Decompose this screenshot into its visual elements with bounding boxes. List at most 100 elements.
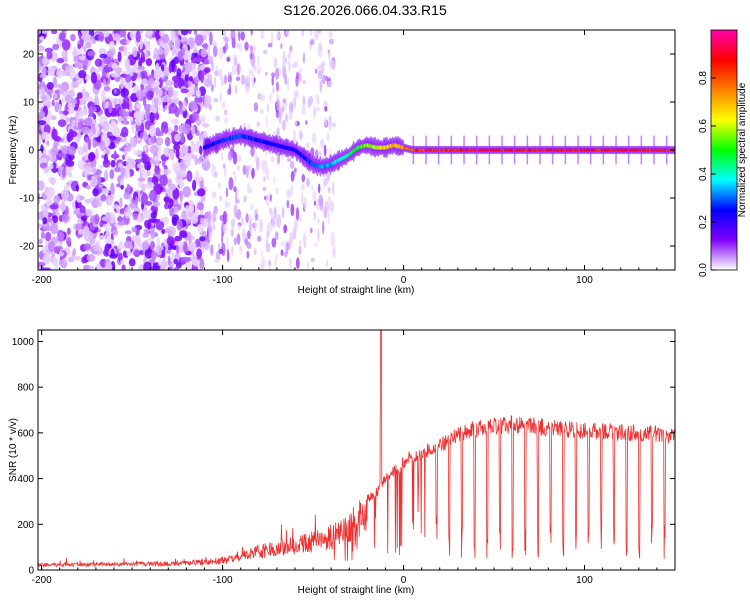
spectrogram-cell xyxy=(180,132,185,144)
spectrogram-cell xyxy=(154,137,164,146)
spectrogram-cell xyxy=(173,143,181,151)
spectrogram-cell xyxy=(140,156,148,163)
spectrogram-cell xyxy=(314,242,318,247)
spectrogram-cell xyxy=(181,256,190,263)
spectrogram-cell xyxy=(95,142,101,147)
spectrogram-cell xyxy=(92,127,96,135)
spectrogram-cell xyxy=(157,89,163,98)
spectrogram-cell xyxy=(38,261,46,268)
spectrogram-cell xyxy=(195,89,201,98)
spectrogram-cell xyxy=(67,102,73,110)
colorbar-tick-label: 0.8 xyxy=(698,71,709,85)
spectrogram-cell xyxy=(332,122,336,128)
spectrogram-cell xyxy=(256,68,261,75)
spectrogram-cell xyxy=(104,212,112,224)
spectrogram-cell xyxy=(324,105,328,112)
spectrogram-cell xyxy=(158,77,163,89)
spectrogram-cell xyxy=(271,72,276,78)
spectrogram-cell xyxy=(281,206,285,219)
spectrogram-cell xyxy=(191,215,199,224)
spectrogram-cell xyxy=(50,224,59,235)
spectrogram-cell xyxy=(69,90,73,95)
spectrogram-cell xyxy=(211,83,214,92)
spectrogram-cell xyxy=(58,251,64,257)
spectrogram-cell xyxy=(84,42,92,49)
spectrogram-cell xyxy=(78,109,85,118)
spectrogram-cell xyxy=(107,197,113,206)
spectrogram-cell xyxy=(71,119,76,128)
spectrogram-cell xyxy=(228,177,234,191)
spectrogram-cell xyxy=(323,100,328,107)
spectrogram-cell xyxy=(117,221,126,226)
spectrogram-cell xyxy=(169,207,175,217)
spectrogram-cell xyxy=(184,157,191,167)
spectrogram-cell xyxy=(241,228,247,240)
spectrogram-cell xyxy=(54,101,60,113)
spectrogram-xlabel: Height of straight line (km) xyxy=(298,285,415,296)
spectrogram-cell xyxy=(190,140,195,146)
spectrogram-streak xyxy=(425,135,427,165)
spectrogram-cell xyxy=(121,136,128,143)
spectrogram-cell xyxy=(222,210,228,225)
spectrogram-cell xyxy=(48,240,55,253)
spectrogram-cell xyxy=(298,240,302,246)
spectrogram-cell xyxy=(143,261,152,270)
spectrogram-cell xyxy=(173,258,179,265)
spectrogram-cell xyxy=(276,153,281,165)
spectrogram-cell xyxy=(218,243,221,250)
spectrogram-streak xyxy=(627,135,630,165)
spectrogram-cell xyxy=(41,86,45,97)
spectrogram-cell xyxy=(219,92,222,103)
spectrogram-cell xyxy=(204,94,211,107)
spectrogram-cell xyxy=(328,38,334,45)
spectrogram-cell xyxy=(120,77,124,90)
spectrogram-cell xyxy=(129,30,137,40)
spectrogram-cell xyxy=(268,260,272,267)
spectrogram-cell xyxy=(53,93,58,99)
x-tick-label: -100 xyxy=(213,575,233,586)
spectrogram-cell xyxy=(59,232,65,240)
spectrogram-cell xyxy=(253,248,257,256)
spectrogram-cell xyxy=(313,200,317,206)
spectrogram-cell xyxy=(77,160,85,170)
spectrogram-cell xyxy=(290,184,293,197)
spectrogram-cell xyxy=(211,191,217,199)
spectrogram-streak xyxy=(450,135,453,165)
spectrogram-cell xyxy=(75,184,80,192)
spectrogram-cell xyxy=(312,105,317,118)
spectrogram-cell xyxy=(131,226,138,232)
spectrogram-cell xyxy=(100,194,107,202)
spectrogram-cell xyxy=(58,258,68,268)
spectrogram-cell xyxy=(113,150,117,161)
spectrogram-cell xyxy=(145,109,151,119)
spectrogram-cell xyxy=(163,147,172,157)
spectrogram-cell xyxy=(250,54,253,61)
spectrogram-cell xyxy=(38,238,43,245)
spectrogram-cell xyxy=(222,223,228,234)
spectrogram-cell xyxy=(144,248,153,259)
spectrogram-cell xyxy=(263,176,266,182)
spectrogram-cell xyxy=(191,235,195,241)
spectrogram-cell xyxy=(305,120,308,125)
spectrogram-cell xyxy=(283,224,288,234)
spectrogram-cell xyxy=(122,264,126,270)
spectrogram-cell xyxy=(298,72,302,83)
spectrogram-cell xyxy=(52,83,62,88)
spectrogram-cell xyxy=(246,74,251,84)
spectrogram-cell xyxy=(318,183,321,194)
spectrogram-cell xyxy=(221,152,224,162)
spectrogram-cell xyxy=(154,113,160,120)
spectrogram-cell xyxy=(56,152,65,157)
spectrogram-cell xyxy=(96,263,102,270)
spectrogram-cell xyxy=(85,208,93,217)
spectrogram-cell xyxy=(92,187,99,197)
spectrogram-cell xyxy=(108,135,117,141)
spectrogram-cell xyxy=(260,94,266,101)
spectrogram-cell xyxy=(145,181,155,189)
spectrogram-cell xyxy=(306,178,310,188)
spectrogram-cell xyxy=(149,189,158,202)
spectrogram-cell xyxy=(329,59,334,69)
